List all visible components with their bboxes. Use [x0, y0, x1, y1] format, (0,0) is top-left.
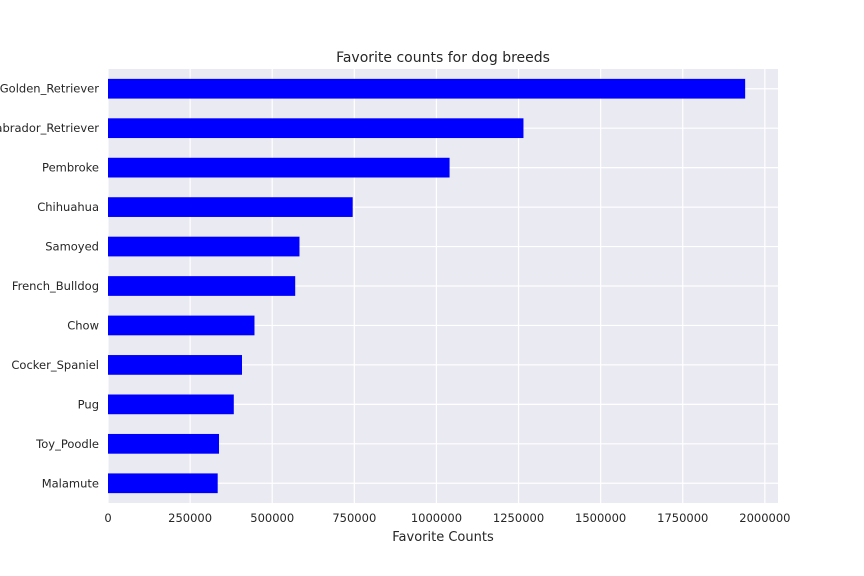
bar-labrador-retriever: [108, 118, 524, 139]
y-tick-labels: Golden_Retriever Labrador_Retriever Pembro…: [0, 82, 99, 491]
bars: [108, 78, 746, 494]
bar-french-bulldog: [108, 276, 296, 296]
x-axis-label: Favorite Counts: [392, 530, 494, 545]
y-tick-label: Chihuahua: [37, 200, 99, 214]
bar-toy-poodle: [108, 433, 220, 454]
y-tick-label: Toy_Poodle: [35, 437, 99, 451]
y-tick-label: Labrador_Retriever: [0, 121, 99, 135]
y-tick-label: Malamute: [42, 476, 99, 490]
x-tick-label: 750000: [332, 511, 376, 525]
y-tick-label: Chow: [67, 318, 99, 332]
x-tick-label: 2000000: [739, 511, 790, 525]
bar-chihuahua: [108, 197, 353, 217]
x-tick-label: 1000000: [411, 511, 462, 525]
bar-golden-retriever: [108, 78, 746, 99]
y-tick-label: Samoyed: [45, 240, 99, 254]
y-tick-label: Cocker_Spaniel: [11, 358, 99, 372]
x-tick-label: 500000: [250, 511, 294, 525]
x-tick-label: 1750000: [657, 511, 708, 525]
y-tick-label: French_Bulldog: [12, 279, 99, 293]
bar-cocker-spaniel: [108, 355, 242, 375]
bar-malamute: [108, 473, 218, 494]
bar-samoyed: [108, 236, 300, 257]
chart-title: Favorite counts for dog breeds: [336, 50, 550, 66]
bar-pembroke: [108, 157, 450, 178]
y-tick-label: Pembroke: [42, 161, 99, 175]
x-tick-label: 0: [104, 511, 111, 525]
y-tick-label: Pug: [78, 397, 99, 411]
x-tick-labels: 0 250000 500000 750000 1000000 1250000 1500000…: [104, 511, 790, 525]
bar-pug: [108, 394, 234, 415]
y-tick-label: Golden_Retriever: [0, 82, 99, 96]
bar-chow: [108, 315, 255, 336]
x-tick-label: 250000: [168, 511, 212, 525]
x-tick-label: 1250000: [493, 511, 544, 525]
x-tick-label: 1500000: [575, 511, 626, 525]
